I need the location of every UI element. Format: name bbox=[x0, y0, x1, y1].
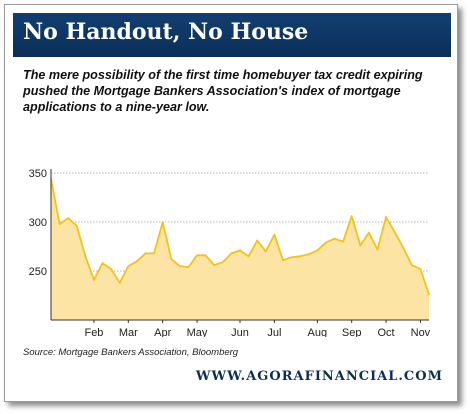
data-point bbox=[93, 278, 95, 281]
data-point bbox=[178, 265, 181, 267]
data-point bbox=[187, 266, 190, 268]
data-point bbox=[127, 265, 130, 267]
data-point bbox=[410, 264, 413, 267]
data-point bbox=[118, 281, 121, 284]
data-point bbox=[290, 256, 293, 259]
data-point bbox=[273, 233, 276, 236]
data-point bbox=[256, 239, 259, 242]
chart-title: No Handout, No House bbox=[23, 19, 309, 45]
x-tick-label: Nov bbox=[411, 327, 431, 337]
data-point bbox=[144, 252, 147, 255]
data-point bbox=[58, 223, 61, 225]
x-tick-label: Oct bbox=[377, 327, 394, 337]
data-point bbox=[101, 262, 104, 265]
website-link[interactable]: WWW.AGORAFINANCIAL.COM bbox=[195, 369, 443, 384]
data-point bbox=[393, 230, 396, 233]
data-point bbox=[196, 254, 198, 257]
data-point bbox=[110, 268, 113, 270]
y-tick-label: 250 bbox=[29, 266, 47, 278]
data-point bbox=[161, 221, 164, 223]
data-point bbox=[230, 252, 233, 255]
x-tick-label: Aug bbox=[308, 327, 328, 337]
data-point bbox=[153, 252, 155, 255]
data-point bbox=[239, 249, 241, 252]
y-axis: 350 300 250 bbox=[29, 168, 52, 320]
x-tick-label: Jun bbox=[231, 327, 249, 337]
y-tick-label: 300 bbox=[29, 217, 47, 229]
x-tick-label: May bbox=[187, 327, 208, 337]
chart-card: No Handout, No House The mere possibilit… bbox=[4, 4, 458, 402]
data-point bbox=[213, 264, 216, 267]
data-point bbox=[419, 268, 422, 270]
data-point bbox=[84, 255, 87, 258]
title-bar: No Handout, No House bbox=[13, 13, 451, 57]
data-point bbox=[428, 293, 430, 296]
data-point bbox=[204, 254, 207, 257]
data-point bbox=[67, 217, 70, 219]
x-tick-label: Sep bbox=[342, 327, 362, 337]
data-point bbox=[359, 244, 362, 247]
data-point bbox=[75, 225, 78, 227]
area-layer bbox=[50, 177, 430, 320]
x-tick-label: Feb bbox=[84, 327, 103, 337]
data-point bbox=[136, 260, 138, 263]
x-tick-label: Mar bbox=[119, 327, 138, 337]
data-point bbox=[264, 250, 267, 253]
chart-subtitle: The mere possibility of the first time h… bbox=[23, 68, 423, 114]
data-point bbox=[221, 261, 224, 264]
x-tick-label: Jul bbox=[267, 327, 281, 337]
x-axis: Feb Mar Apr May Jun Jul Aug Sep Oct Nov bbox=[51, 319, 431, 337]
data-point bbox=[299, 255, 302, 258]
y-tick-label: 350 bbox=[29, 168, 47, 180]
data-point bbox=[325, 241, 327, 244]
data-point bbox=[350, 215, 353, 218]
data-point bbox=[402, 246, 405, 249]
data-point bbox=[385, 216, 387, 218]
area-chart: 350 300 250 Feb Mar Apr May Jun Jul Aug Sep Oct Nov bbox=[29, 168, 431, 337]
data-point bbox=[333, 237, 336, 240]
data-point bbox=[247, 255, 250, 258]
data-point bbox=[316, 249, 319, 252]
x-tick-label: Apr bbox=[154, 327, 171, 337]
data-point bbox=[342, 240, 344, 243]
data-point bbox=[367, 231, 370, 234]
data-point bbox=[376, 248, 379, 251]
source-note: Source: Mortgage Bankers Association, Bl… bbox=[23, 347, 239, 358]
area-fill bbox=[51, 178, 429, 320]
data-point bbox=[170, 258, 173, 261]
data-point bbox=[282, 259, 284, 262]
data-point bbox=[307, 253, 310, 256]
